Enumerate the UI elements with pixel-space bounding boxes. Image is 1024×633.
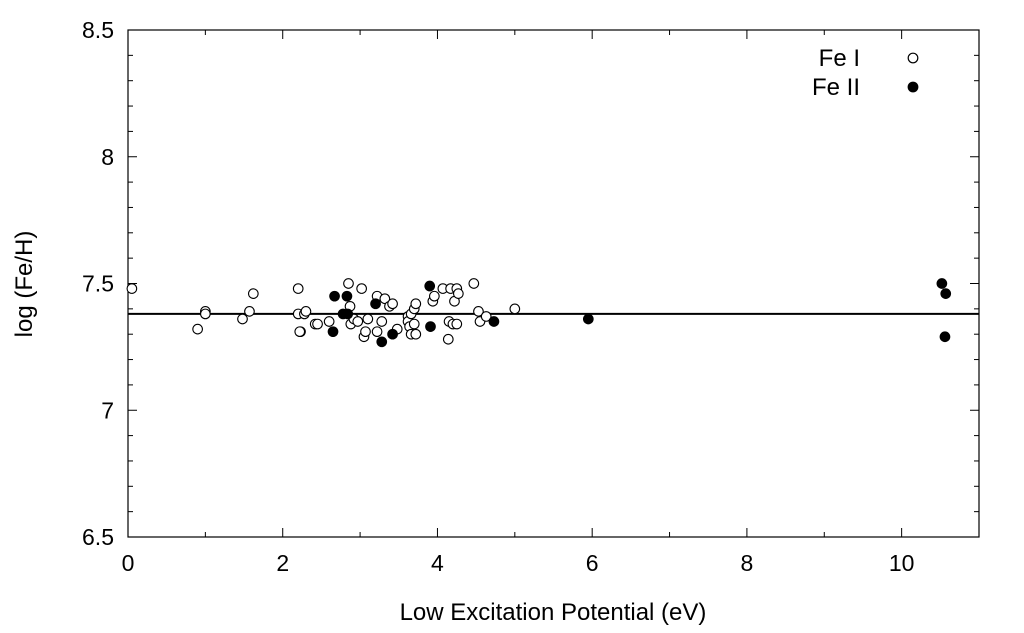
data-point-fe-i <box>323 316 335 327</box>
data-point-fe-ii <box>582 313 594 325</box>
data-point-fe-i <box>312 318 323 330</box>
data-point-fe-i <box>452 288 464 299</box>
plot-frame <box>127 29 980 538</box>
data-point-fe-i <box>126 283 138 294</box>
data-point-fe-ii <box>329 290 340 302</box>
data-point-fe-i <box>237 313 248 325</box>
legend-marker-fe-ii <box>907 81 919 93</box>
y-tick-label: 7.5 <box>82 271 114 297</box>
legend: Fe I Fe II <box>812 45 919 101</box>
data-point-fe-i <box>244 306 255 317</box>
x-tick-label: 6 <box>586 550 599 576</box>
legend-marker-fe-i <box>907 52 919 64</box>
legend-label-fe-i: Fe I <box>819 45 860 72</box>
data-point-fe-i <box>410 298 422 310</box>
data-point-fe-i <box>480 311 492 322</box>
y-axis-label: log (Fe/H) <box>11 231 38 338</box>
data-point-fe-ii <box>936 278 948 289</box>
data-point-fe-i <box>408 318 420 330</box>
data-point-fe-i <box>360 326 371 338</box>
data-point-fe-i <box>352 316 364 327</box>
data-point-fe-i <box>379 293 391 305</box>
data-point-fe-i <box>429 290 440 302</box>
data-point-fe-ii <box>387 328 398 340</box>
data-point-fe-ii <box>370 298 381 310</box>
data-point-fe-i <box>292 283 304 294</box>
data-point-fe-ii <box>327 326 339 338</box>
data-point-fe-ii <box>939 331 951 343</box>
data-point-fe-ii <box>425 321 436 332</box>
points-layer <box>126 278 952 348</box>
data-point-fe-ii <box>424 280 436 292</box>
data-point-fe-i <box>300 306 312 317</box>
data-point-fe-i <box>442 333 454 345</box>
data-point-fe-i <box>371 326 383 338</box>
tick-labels-layer: 0 2 4 6 8 10 6.5 7 7.5 8 8.5 <box>82 17 914 576</box>
data-point-fe-ii <box>342 308 354 320</box>
x-tick-label: 10 <box>889 550 915 576</box>
data-point-fe-i <box>451 318 463 330</box>
data-point-fe-i <box>473 306 484 317</box>
x-tick-label: 0 <box>122 550 135 576</box>
legend-label-fe-ii: Fe II <box>812 74 860 101</box>
data-point-fe-ii <box>940 288 952 299</box>
data-point-fe-i <box>410 328 422 340</box>
data-point-fe-i <box>376 316 388 327</box>
y-tick-label: 8 <box>101 144 114 170</box>
y-tick-label: 8.5 <box>82 17 114 43</box>
data-point-fe-i <box>200 308 211 320</box>
data-point-fe-ii <box>488 316 500 327</box>
x-tick-label: 2 <box>276 550 289 576</box>
ticks-layer <box>127 29 980 538</box>
data-point-fe-i <box>468 278 480 289</box>
x-tick-label: 4 <box>431 550 444 576</box>
data-point-fe-i <box>356 283 367 294</box>
y-tick-label: 6.5 <box>82 524 114 550</box>
data-point-fe-i <box>247 288 259 299</box>
data-point-fe-i <box>387 298 398 310</box>
data-point-fe-ii <box>376 336 388 348</box>
y-tick-label: 7 <box>101 397 114 423</box>
data-point-fe-i <box>362 313 374 325</box>
x-axis-label: Low Excitation Potential (eV) <box>400 599 707 626</box>
data-point-fe-ii <box>341 290 353 302</box>
x-tick-label: 8 <box>741 550 754 576</box>
data-point-fe-i <box>509 303 521 315</box>
data-point-fe-i <box>192 323 203 335</box>
data-point-fe-i <box>343 278 354 289</box>
data-point-fe-i <box>294 326 306 338</box>
